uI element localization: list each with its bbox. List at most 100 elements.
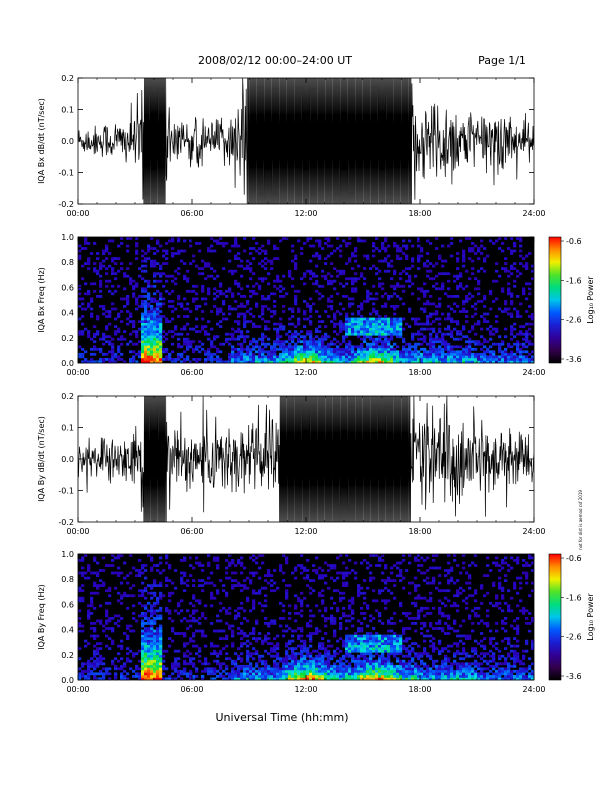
spectrogram-cell xyxy=(276,347,280,351)
spectrogram-cell xyxy=(198,629,202,633)
spectrogram-cell xyxy=(150,264,154,268)
spectrogram-cell xyxy=(282,345,286,349)
spectrogram-cell xyxy=(393,307,397,311)
spectrogram-cell xyxy=(261,332,265,336)
spectrogram-cell xyxy=(255,302,259,306)
spectrogram-cell xyxy=(90,282,94,286)
spectrogram-cell xyxy=(480,315,484,318)
spectrogram-cell xyxy=(159,295,163,298)
spectrogram-cell xyxy=(234,347,238,351)
spectrogram-cell xyxy=(408,612,412,615)
spectrogram-cell xyxy=(456,358,460,361)
spectrogram-cell xyxy=(102,657,106,661)
spectrogram-cell xyxy=(387,322,391,326)
spectrogram-cell xyxy=(282,237,286,240)
spectrogram-cell xyxy=(366,352,370,356)
spectrogram-cell xyxy=(333,579,337,582)
spectrogram-cell xyxy=(309,634,313,638)
spectrogram-cell xyxy=(309,340,313,344)
spectrogram-cell xyxy=(78,647,82,650)
spectrogram-cell xyxy=(513,355,517,359)
spectrogram-cell xyxy=(234,358,238,361)
spectrogram-cell xyxy=(333,622,337,625)
spectrogram-cell xyxy=(261,279,265,283)
spectrogram-cell xyxy=(324,662,328,666)
spectrogram-cell xyxy=(192,632,196,635)
spectrogram-cell xyxy=(348,634,352,638)
y-tick-label: -0.1 xyxy=(58,487,74,496)
spectrogram-cell xyxy=(354,637,358,640)
spectrogram-cell xyxy=(180,259,184,263)
spectrogram-cell xyxy=(87,566,91,570)
spectrogram-cell xyxy=(399,352,403,356)
spectrogram-cell xyxy=(159,347,163,351)
spectrogram-cell xyxy=(183,669,187,673)
spectrogram-cell xyxy=(303,667,307,671)
figure-title: 2008/02/12 00:00–24:00 UT xyxy=(198,54,352,67)
spectrogram-cell xyxy=(348,644,352,648)
spectrogram-cell xyxy=(435,335,439,339)
spectrogram-cell xyxy=(108,252,112,255)
spectrogram-cell xyxy=(378,559,382,562)
spectrogram-cell xyxy=(282,347,286,351)
spectrogram-cell xyxy=(246,652,250,656)
spectrogram-cell xyxy=(330,654,334,658)
spectrogram-cell xyxy=(159,556,163,560)
spectrogram-cell xyxy=(516,360,520,364)
spectrogram-cell xyxy=(225,612,229,615)
spectrogram-cell xyxy=(369,639,373,643)
spectrogram-cell xyxy=(522,358,526,361)
spectrogram-cell xyxy=(348,669,352,673)
spectrogram-cell xyxy=(375,330,379,333)
spectrogram-cell xyxy=(93,571,97,575)
spectrogram-cell xyxy=(144,586,148,590)
spectrogram-cell xyxy=(384,634,388,638)
spectrogram-cell xyxy=(264,574,268,577)
spectrogram-cell xyxy=(384,657,388,661)
spectrogram-cell xyxy=(369,320,373,323)
spectrogram-cell xyxy=(330,252,334,255)
spectrogram-cell xyxy=(192,340,196,344)
spectrogram-cell xyxy=(420,307,424,311)
spectrogram-cell xyxy=(129,571,133,575)
spectrogram-cell xyxy=(309,305,313,308)
spectrogram-cell xyxy=(237,606,241,610)
spectrogram-cell xyxy=(381,637,385,640)
spectrogram-cell xyxy=(234,257,238,260)
spectrogram-cell xyxy=(141,315,145,318)
spectrogram-cell xyxy=(102,569,106,572)
spectrogram-cell xyxy=(300,649,304,653)
spectrogram-cell xyxy=(354,254,358,258)
spectrogram-cell xyxy=(123,287,127,291)
spectrogram-cell xyxy=(390,675,394,678)
spectrogram-cell xyxy=(192,662,196,666)
spectrogram-cell xyxy=(369,649,373,653)
spectrogram-cell xyxy=(255,561,259,565)
spectrogram-cell xyxy=(114,614,118,618)
spectrogram-cell xyxy=(288,335,292,339)
spectrogram-cell xyxy=(348,675,352,678)
spectrogram-cell xyxy=(180,576,184,580)
spectrogram-cell xyxy=(132,675,136,678)
spectrogram-cell xyxy=(213,669,217,673)
spectrogram-cell xyxy=(186,332,190,336)
spectrogram-cell xyxy=(372,342,376,346)
spectrogram-cell xyxy=(270,649,274,653)
spectrogram-cell xyxy=(279,289,283,293)
spectrogram-cell xyxy=(294,667,298,671)
spectrogram-cell xyxy=(180,332,184,336)
spectrogram-cell xyxy=(408,591,412,595)
spectrogram-cell xyxy=(432,350,436,354)
spectrogram-cell xyxy=(441,360,445,364)
spectrogram-cell xyxy=(396,257,400,260)
spectrogram-cell xyxy=(510,267,514,270)
spectrogram-cell xyxy=(390,672,394,676)
spectrogram-cell xyxy=(375,247,379,250)
spectrogram-cell xyxy=(264,639,268,643)
spectrogram-cell xyxy=(429,345,433,349)
spectrogram-cell xyxy=(372,352,376,356)
spectrogram-cell xyxy=(222,662,226,666)
spectrogram-cell xyxy=(384,586,388,590)
spectrogram-cell xyxy=(282,657,286,661)
spectrogram-cell xyxy=(282,609,286,613)
